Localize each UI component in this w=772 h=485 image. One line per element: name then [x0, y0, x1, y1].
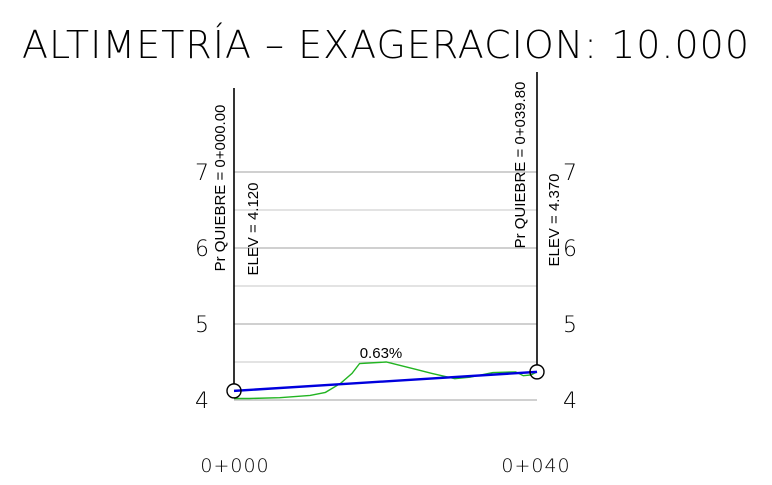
break-station-label-start: Pr QUIEBRE = 0+000.00	[212, 105, 229, 272]
y-tick-label-right: 6	[563, 237, 577, 262]
y-tick-label-left: 5	[195, 313, 209, 338]
axis-lines	[233, 72, 538, 384]
x-station-label: 0+000	[200, 455, 269, 477]
y-tick-label-left: 4	[195, 389, 209, 414]
y-tick-label-right: 7	[563, 161, 577, 186]
break-station-label-end: Pr QUIEBRE = 0+039.80	[512, 82, 529, 249]
diagram-title: ALTIMETRÍA – EXAGERACION: 10.000	[22, 23, 750, 67]
axis-labels: 4 4 5 5 6 6 7 7 0+000 0+040 Pr QUIEBRE = 0+000.00 E…	[195, 82, 577, 477]
grade-percent-label: 0.63%	[360, 345, 403, 362]
break-elev-label-start: ELEV = 4.120	[245, 183, 262, 276]
grid-lines	[234, 171, 537, 401]
grade-line	[233, 370, 538, 393]
y-tick-label-right: 5	[563, 313, 577, 338]
y-tick-label-left: 7	[195, 161, 209, 186]
break-point-marker	[226, 383, 242, 399]
y-tick-label-right: 4	[563, 389, 577, 414]
y-tick-label-left: 6	[195, 237, 209, 262]
break-point-marker	[529, 364, 545, 380]
x-station-label: 0+040	[501, 455, 570, 477]
profile-series	[226, 361, 545, 400]
break-elev-label-end: ELEV = 4.370	[546, 174, 563, 267]
